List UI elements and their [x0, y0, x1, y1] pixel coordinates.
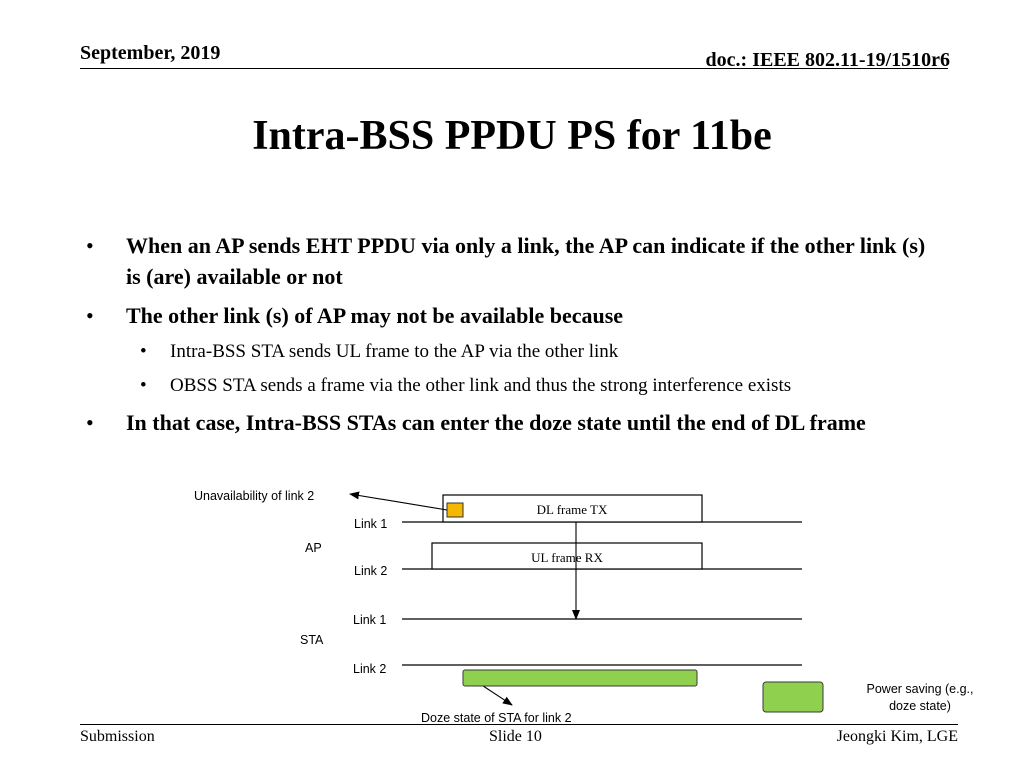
header-date: September, 2019	[80, 42, 221, 64]
bullet-text: In that case, Intra-BSS STAs can enter t…	[126, 410, 866, 435]
sub-bullet-item: • Intra-BSS STA sends UL frame to the AP…	[84, 339, 944, 365]
bullet-text: When an AP sends EHT PPDU via only a lin…	[126, 233, 926, 289]
ap-link2-label: Link 2	[354, 564, 387, 578]
footer-slide-number: Slide 10	[489, 728, 542, 745]
ap-label: AP	[305, 541, 322, 555]
unavailability-marker	[446, 502, 464, 518]
sta-link1-label: Link 1	[353, 613, 386, 627]
bullet-text: The other link (s) of AP may not be avai…	[126, 303, 624, 328]
bullet-glyph: •	[140, 375, 147, 396]
slide-title: Intra-BSS PPDU PS for 11be	[252, 113, 772, 159]
bullet-glyph: •	[140, 341, 147, 362]
bullet-list: • When an AP sends EHT PPDU via only a l…	[84, 230, 944, 446]
doze-state-label: Doze state of STA for link 2	[421, 711, 572, 725]
legend-label-line2: doze state)	[889, 699, 951, 713]
dl-frame-label: DL frame TX	[537, 502, 608, 517]
sub-bullet-text: OBSS STA sends a frame via the other lin…	[170, 375, 792, 396]
footer-submission: Submission	[80, 728, 155, 745]
bullet-item: • The other link (s) of AP may not be av…	[84, 300, 944, 331]
unavailability-arrow	[349, 491, 448, 511]
bullet-glyph: •	[86, 233, 94, 258]
ul-frame-box	[431, 542, 703, 570]
bullet-glyph: •	[86, 410, 94, 435]
legend-label-line1: Power saving (e.g.,	[867, 682, 974, 696]
unavailability-label: Unavailability of link 2	[194, 489, 314, 503]
ap-link1-label: Link 1	[354, 517, 387, 531]
header-divider	[80, 68, 948, 69]
bullet-glyph: •	[86, 303, 94, 328]
dl-frame-box	[442, 494, 703, 523]
legend-swatch	[762, 681, 824, 713]
bullet-item: • When an AP sends EHT PPDU via only a l…	[84, 230, 944, 292]
sta-link2-label: Link 2	[353, 662, 386, 676]
footer-author: Jeongki Kim, LGE	[836, 728, 958, 745]
sta-label: STA	[300, 633, 324, 647]
doze-state-bar	[462, 669, 698, 687]
sub-bullet-text: Intra-BSS STA sends UL frame to the AP v…	[170, 341, 619, 362]
header-doc-id: doc.: IEEE 802.11-19/1510r6	[705, 49, 950, 71]
sub-bullet-item: • OBSS STA sends a frame via the other l…	[84, 373, 944, 399]
ul-frame-label: UL frame RX	[531, 550, 603, 565]
bullet-item: • In that case, Intra-BSS STAs can enter…	[84, 407, 944, 438]
footer-divider	[80, 724, 958, 725]
